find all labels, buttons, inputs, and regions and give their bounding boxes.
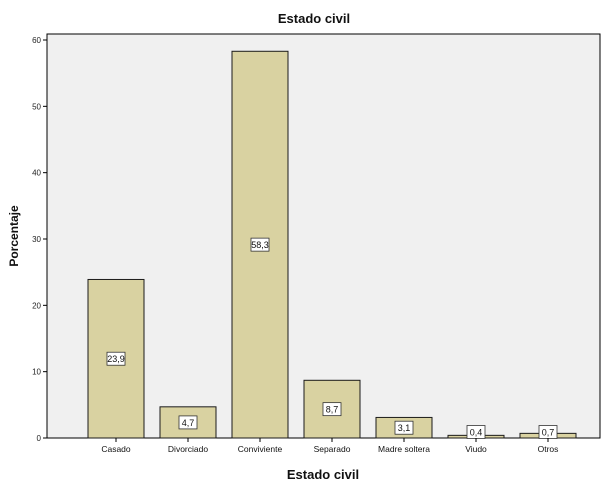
bars-group: 23,9 4,7 58,3 8,7 3,1 0,4 0,7 [87,50,577,439]
x-tick-label: Madre soltera [378,444,430,454]
value-label-box [394,420,414,435]
y-tick-label: 60 [32,36,41,45]
y-tick-label: 20 [32,301,41,310]
value-label-box [106,351,126,366]
y-axis-label: Porcentaje [7,205,21,267]
chart-title: Estado civil [278,11,350,26]
y-tick-label: 10 [32,368,41,377]
y-tick-label: 30 [32,235,41,244]
x-axis: Casado Divorciado Conviviente Separado Madre… [101,438,558,454]
value-label-box [322,402,342,417]
y-tick-label: 40 [32,169,41,178]
x-tick-label: Viudo [465,444,487,454]
value-label: 23,9 [107,354,125,364]
x-tick-label: Divorciado [168,444,208,454]
y-tick-label: 50 [32,102,41,111]
value-label: 0,4 [470,428,483,438]
value-label: 4,7 [182,418,195,428]
x-tick-label: Otros [538,444,559,454]
y-axis: 0 10 20 30 40 50 60 [32,36,47,443]
value-label-box [250,237,270,252]
x-tick-label: Conviviente [238,444,283,454]
x-tick-label: Casado [101,444,131,454]
value-label-box [178,415,198,430]
x-tick-label: Separado [314,444,351,454]
y-tick-label: 0 [37,434,42,443]
value-label: 58,3 [251,240,269,250]
value-label: 8,7 [326,405,339,415]
value-label: 3,1 [398,423,411,433]
value-label: 0,7 [542,428,555,438]
x-axis-label: Estado civil [287,467,359,482]
